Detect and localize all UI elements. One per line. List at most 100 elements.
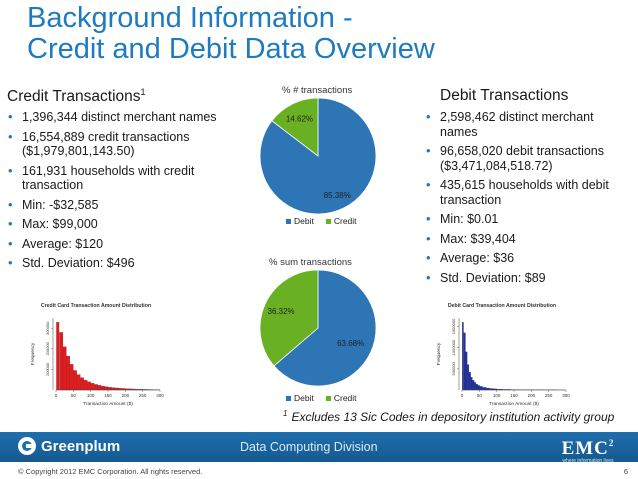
credit-bullet-list: 1,396,344 distinct merchant names 16,554,…: [6, 110, 221, 276]
debit-heading: Debit Transactions: [440, 87, 569, 104]
histogram-bar: [470, 377, 473, 391]
footnote-text: Excludes 13 Sic Codes in depository inst…: [291, 410, 615, 424]
title-line-2: Credit and Debit Data Overview: [27, 33, 435, 65]
legend-swatch-credit: [325, 218, 331, 224]
credit-bullet: 16,554,889 credit transactions ($1,979,8…: [6, 130, 221, 159]
histogram-bar: [467, 364, 470, 391]
histogram-x-tick-label: 300: [156, 393, 164, 398]
histogram-x-tick-label: 100: [493, 393, 501, 398]
histogram-bar: [468, 372, 471, 391]
legend-swatch-debit: [286, 218, 291, 224]
division-label: Data Computing Division: [240, 440, 378, 454]
histogram-x-tick-label: 0: [461, 393, 464, 398]
debit-bullet: Max: $39,404: [424, 232, 629, 247]
emc-logo: EMC2 where information lives: [548, 434, 628, 464]
histogram-bar: [465, 351, 468, 391]
debit-bullet-list: 2,598,462 distinct merchant names 96,658,…: [424, 110, 629, 290]
histogram-title: Debit Card Transaction Amount Distributi…: [448, 303, 556, 309]
histogram-bar: [479, 386, 483, 391]
histogram-bar: [462, 322, 464, 391]
page-number: 6: [623, 467, 628, 476]
histogram-bar: [477, 385, 480, 391]
pie-value-label-credit: 36.32%: [268, 307, 295, 316]
footer-bar: Greenplum Data Computing Division EMC2 w…: [0, 432, 638, 464]
credit-bullet: Average: $120: [6, 237, 221, 252]
histogram-bar: [94, 384, 98, 391]
legend-label-credit: Credit: [333, 216, 357, 226]
pie1-legend: Debit Credit: [286, 216, 357, 226]
pie-slice-debit: [273, 269, 377, 386]
histogram-bar: [114, 387, 119, 391]
histogram-y-label: Frequency: [436, 342, 442, 365]
histogram-y-label: Frequency: [30, 342, 36, 365]
greenplum-logo: Greenplum: [18, 437, 120, 455]
pie1-title: % # transactions: [282, 85, 353, 96]
histogram-x-tick-label: 200: [528, 393, 536, 398]
histogram-y-tick-label: 1500000: [451, 318, 456, 334]
histogram-bar: [97, 385, 102, 391]
histogram-x-tick-label: 150: [510, 393, 518, 398]
debit-bullet: 435,615 households with debit transactio…: [424, 178, 629, 207]
debit-bullet: Average: $36: [424, 251, 629, 266]
histogram-bar: [472, 380, 475, 391]
histogram-x-tick-label: 200: [122, 393, 130, 398]
histogram-bar: [474, 382, 476, 391]
pie2-title: % sum transactions: [269, 257, 352, 268]
histogram-y-tick-label: 1000000: [451, 339, 456, 355]
emc-logo-wordmark: EMC2: [561, 438, 615, 459]
histogram-bar: [56, 322, 60, 391]
footnote: 1 Excludes 13 Sic Codes in depository ins…: [283, 409, 614, 424]
histogram-x-tick-label: 50: [71, 393, 77, 398]
pie-slice-credit: [259, 269, 319, 367]
greenplum-logo-text: Greenplum: [41, 437, 121, 455]
histogram-x-tick-label: 150: [104, 393, 112, 398]
histogram-background: [432, 300, 572, 416]
debit-bullet: Min: $0.01: [424, 212, 629, 227]
histogram-bar: [66, 355, 70, 391]
pie2-legend: Debit Credit: [286, 393, 357, 403]
histogram-y-tick-label: 100000: [45, 362, 50, 376]
histogram-bar: [482, 387, 487, 391]
credit-bullet: Std. Deviation: $496: [6, 256, 221, 271]
histogram-bar: [111, 387, 116, 391]
histogram-bar: [80, 377, 84, 391]
debit-bullet: Std. Deviation: $89: [424, 271, 629, 286]
pie-value-label-debit: 63.68%: [337, 339, 364, 348]
histogram-x-tick-label: 100: [87, 393, 95, 398]
slide-title: Background Information - Credit and Debi…: [27, 3, 587, 65]
histogram-bar: [90, 383, 95, 391]
greenplum-logo-icon: [18, 437, 36, 455]
legend-swatch-debit: [286, 395, 291, 401]
credit-bullet: 1,396,344 distinct merchant names: [6, 110, 221, 125]
histogram-y-tick-label: 200000: [45, 341, 50, 355]
histogram-x-label: Transaction Amount ($): [83, 401, 133, 407]
histogram-bar: [486, 387, 490, 391]
credit-heading: Credit Transactions1: [7, 87, 146, 106]
histogram-background: [26, 300, 166, 416]
histogram-bar: [62, 346, 67, 391]
credit-bullet: Min: -$32,585: [6, 198, 221, 213]
histogram-x-label: Transaction Amount ($): [489, 401, 539, 407]
histogram-bar: [73, 370, 77, 391]
copyright-notice: © Copyright 2012 EMC Corporation. All ri…: [18, 467, 203, 476]
pie-chart-sum: 63.68% 36.32%: [259, 269, 377, 386]
histogram-title: Credit Card Transaction Amount Distribut…: [41, 303, 151, 309]
histogram-bar: [76, 374, 81, 391]
histogram-bar: [59, 332, 64, 391]
pie-slice-credit: [271, 97, 319, 157]
histogram-bar: [463, 332, 466, 391]
histogram-bar: [69, 364, 74, 391]
debit-bullet: 2,598,462 distinct merchant names: [424, 110, 629, 139]
legend-label-debit: Debit: [294, 216, 314, 226]
histogram-x-tick-label: 300: [562, 393, 570, 398]
histogram-bar: [87, 381, 91, 391]
histogram-bar: [107, 387, 112, 391]
credit-bullet: Max: $99,000: [6, 217, 221, 232]
pie-chart-count: 85.38% 14.62%: [259, 97, 377, 214]
histogram-x-tick-label: 250: [545, 393, 553, 398]
histogram-y-tick-label: 300000: [45, 321, 50, 335]
histogram-y-tick-label: 500000: [451, 361, 456, 375]
histogram-bar: [100, 385, 105, 391]
histogram-bar: [83, 380, 88, 391]
footnote-marker: 1: [283, 409, 288, 418]
